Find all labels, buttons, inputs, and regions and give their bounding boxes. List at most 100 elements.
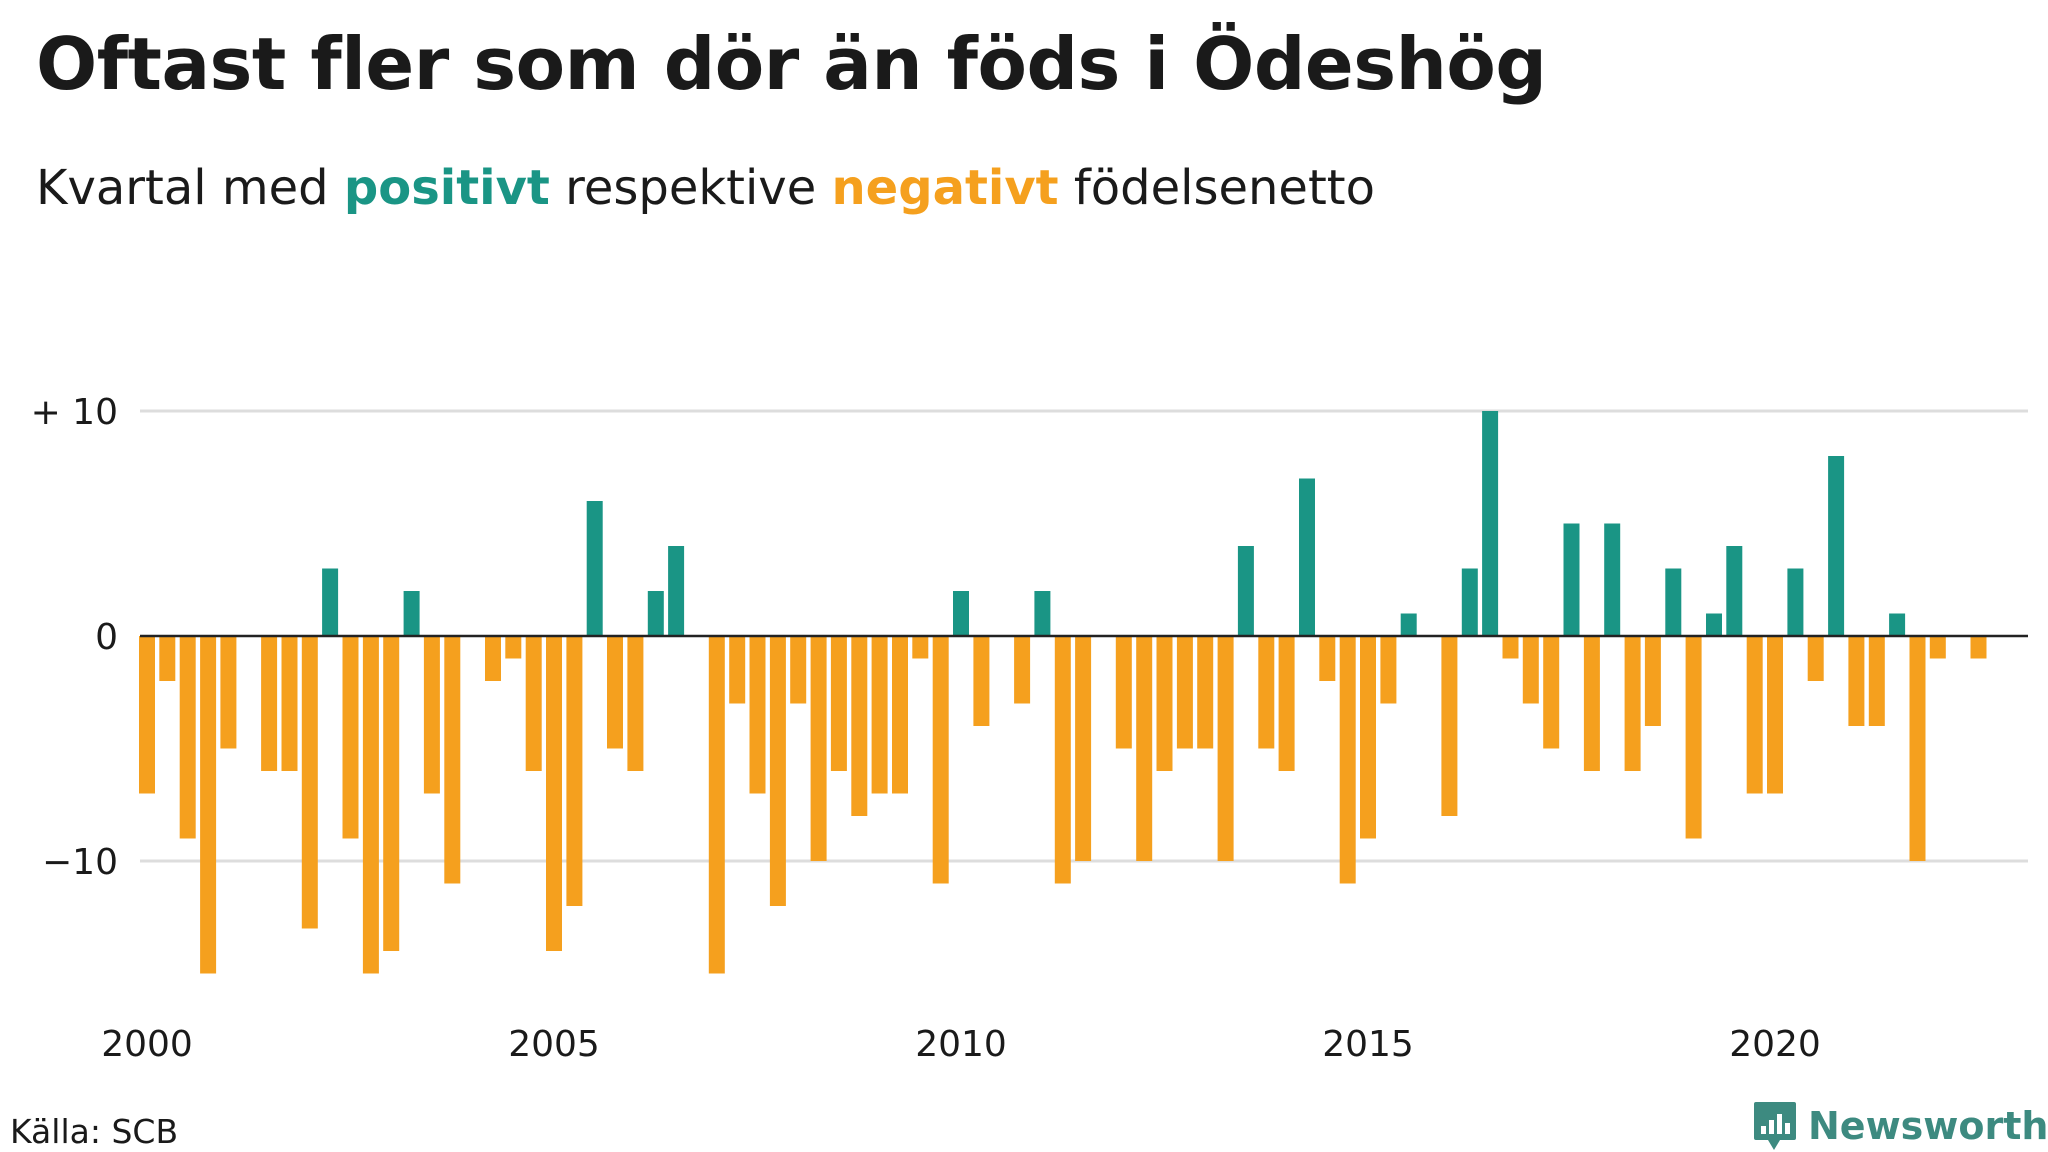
bar-2022-Q1 [1929,636,1946,659]
y-tick-label: −10 [42,842,118,883]
bar-2008-Q4 [851,636,868,816]
bar-2005-Q4 [607,636,623,749]
bar-2004-Q4 [525,636,542,771]
bar-2019-Q4 [1746,636,1763,794]
bar-2000-Q3 [179,636,196,839]
bar-2012-Q4 [1176,636,1193,749]
bar-2003-Q3 [423,636,440,794]
subtitle-text-after: födelsenetto [1058,160,1375,216]
bar-2020-Q1 [1767,636,1783,794]
bar-2013-Q4 [1258,636,1275,749]
bar-2022-Q3 [1970,636,1987,659]
y-tick-label: 0 [95,617,118,658]
subtitle-text-middle: respektive [549,160,832,216]
brand-name: Newsworthy [1808,1104,2048,1148]
bar-2011-Q2 [1054,636,1071,884]
bar-2010-Q1 [953,591,969,636]
bar-2013-Q3 [1237,546,1254,636]
bar-2021-Q1 [1848,636,1865,726]
bar-2020-Q2 [1787,568,1804,636]
bar-2008-Q2 [810,636,827,861]
bar-2020-Q3 [1807,636,1824,681]
bar-2014-Q2 [1299,478,1315,636]
bar-2006-Q3 [668,546,685,636]
bar-2021-Q2 [1868,636,1885,726]
bar-2014-Q4 [1339,636,1356,884]
bar-2005-Q1 [546,636,562,951]
x-tick-label: 2000 [101,1024,193,1065]
bar-2014-Q3 [1319,636,1336,681]
subtitle-negative-label: negativt [831,160,1059,216]
bar-2005-Q3 [586,501,603,636]
bar-2004-Q2 [485,636,501,681]
bar-2012-Q1 [1115,636,1132,749]
bar-2019-Q3 [1726,546,1743,636]
x-tick-label: 2020 [1729,1024,1821,1065]
bar-2017-Q2 [1543,636,1560,749]
bar-2019-Q1 [1685,636,1702,839]
bar-2003-Q1 [383,636,400,951]
bar-2010-Q2 [973,636,990,726]
bar-2018-Q3 [1644,636,1661,726]
bar-2011-Q3 [1075,636,1092,861]
bar-2014-Q1 [1278,636,1295,771]
bar-2007-Q4 [769,636,786,906]
bar-2008-Q1 [790,636,807,704]
bar-2000-Q1 [139,636,155,794]
bar-2012-Q3 [1156,636,1173,771]
bar-2002-Q1 [301,636,318,929]
x-tick-label: 2005 [508,1024,600,1065]
bar-2017-Q4 [1583,636,1600,771]
bar-2002-Q2 [322,568,339,636]
bar-2007-Q1 [708,636,725,974]
bar-2016-Q4 [1502,636,1519,659]
chart-subtitle: Kvartal med positivt respektive negativt… [36,160,1375,216]
bar-2016-Q3 [1482,411,1499,636]
bar-2007-Q3 [749,636,766,794]
bar-2005-Q2 [566,636,583,906]
bar-2012-Q2 [1136,636,1153,861]
bar-2000-Q4 [200,636,217,974]
bar-2015-Q1 [1360,636,1376,839]
bar-2002-Q4 [362,636,379,974]
bar-2011-Q1 [1034,591,1051,636]
bar-2001-Q1 [220,636,237,749]
bar-2013-Q2 [1217,636,1234,861]
bar-2017-Q1 [1522,636,1539,704]
bar-2008-Q3 [830,636,847,771]
bar-2001-Q4 [281,636,298,771]
bar-2018-Q2 [1624,636,1641,771]
bar-2006-Q2 [647,591,664,636]
bar-2003-Q2 [403,591,420,636]
bar-2001-Q3 [261,636,278,771]
source-label: Källa: SCB [10,1112,179,1151]
bars [139,411,1987,974]
bar-2018-Q4 [1665,568,1682,636]
brand-logo: Newsworthy [1752,1100,2048,1152]
bar-2015-Q3 [1400,613,1417,636]
bar-2016-Q2 [1461,568,1478,636]
bar-chart: + 10 0 −10 2000 2005 2010 2015 2020 [31,392,2028,1065]
newsworthy-logo-icon [1754,1102,1796,1150]
bar-2009-Q3 [912,636,929,659]
bar-2006-Q1 [627,636,644,771]
bar-2009-Q1 [871,636,888,794]
subtitle-positive-label: positivt [343,160,550,216]
bar-2004-Q3 [505,636,522,659]
x-tick-labels: 2000 2005 2010 2015 2020 [101,1024,1821,1065]
bar-2007-Q2 [729,636,746,704]
subtitle-text-before: Kvartal med [36,160,344,216]
bar-2009-Q4 [932,636,949,884]
bar-2019-Q2 [1706,613,1722,636]
bar-2021-Q3 [1889,613,1906,636]
bar-2002-Q3 [342,636,359,839]
bar-2017-Q3 [1563,523,1580,636]
y-tick-labels: + 10 0 −10 [31,392,118,883]
bar-2020-Q4 [1828,456,1845,636]
bar-2015-Q2 [1380,636,1397,704]
bar-2016-Q1 [1441,636,1458,816]
x-tick-label: 2015 [1322,1024,1414,1065]
bar-2000-Q2 [159,636,176,681]
bar-2003-Q4 [444,636,461,884]
bar-2010-Q4 [1014,636,1031,704]
